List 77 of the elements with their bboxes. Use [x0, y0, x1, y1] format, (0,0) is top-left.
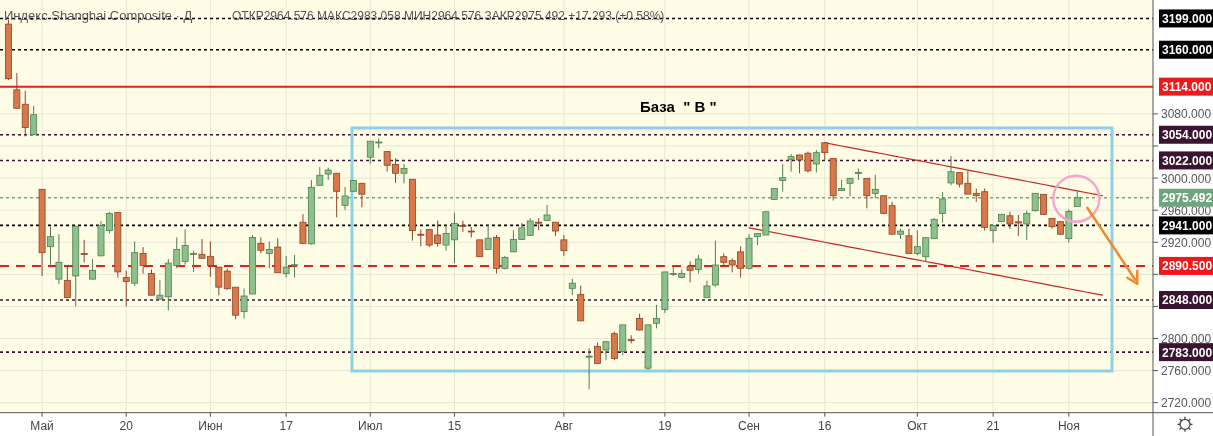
candlestick	[265, 240, 273, 269]
x-tick-label: 17	[279, 418, 294, 433]
x-tick-label: Сен	[738, 418, 761, 433]
candlestick	[939, 191, 947, 224]
candlestick	[863, 177, 871, 209]
ref-line-label: 3160.000	[1162, 43, 1213, 58]
candlestick	[240, 287, 248, 319]
candlestick	[594, 342, 601, 364]
candlestick	[139, 246, 147, 275]
ref-line-label: 2890.500	[1162, 259, 1213, 274]
candlestick	[1031, 192, 1039, 213]
candlestick	[282, 255, 290, 279]
candlestick	[30, 105, 38, 136]
y-tick-label: 2960.000	[1161, 203, 1212, 218]
candlestick	[215, 266, 223, 296]
line-series	[748, 227, 1104, 296]
annotation: База " В "	[640, 98, 717, 115]
x-tick-label: 21	[986, 418, 1001, 433]
candlestick	[299, 213, 307, 245]
candlestick	[400, 163, 408, 184]
candlestick	[846, 177, 854, 198]
x-tick-label: 15	[447, 418, 462, 433]
candlestick	[63, 265, 71, 299]
candlestick	[47, 226, 54, 266]
candlestick	[787, 153, 795, 173]
candlestick	[291, 254, 298, 279]
candlestick	[686, 261, 694, 283]
candlestick	[257, 236, 265, 254]
candlestick	[341, 186, 349, 211]
candlestick	[1040, 193, 1048, 216]
y-tick-label: 3080.000	[1161, 107, 1212, 122]
y-tick-label: 3000.000	[1161, 171, 1212, 186]
candlestick	[55, 233, 63, 285]
candlestick	[560, 234, 568, 257]
x-tick-label: Ноя	[1057, 418, 1080, 433]
candlestick	[333, 172, 341, 218]
ref-line-label: 2783.000	[1162, 345, 1213, 360]
ref-line-label: 2848.000	[1162, 293, 1213, 308]
text: ОТКР2964.576 МАКС2983.058 МИН2964.576 ЗАКР2975.492 +17.293 (+0.58%)	[232, 9, 665, 23]
ref-line-label: 2975.492	[1162, 191, 1213, 206]
candlestick	[358, 182, 366, 208]
x-tick-label: Июн	[198, 418, 223, 433]
text: Индекс Shanghai Composite · Д	[4, 8, 193, 23]
candlestick	[80, 239, 88, 263]
y-tick-label: 2720.000	[1161, 396, 1212, 411]
candlestick	[947, 155, 955, 186]
candlestick	[989, 224, 997, 244]
candlestick	[1023, 210, 1031, 241]
candlestick	[148, 269, 155, 296]
candlestick	[812, 149, 820, 173]
y-tick-label: 2920.000	[1161, 235, 1212, 250]
candlestick	[695, 254, 702, 275]
candlestick	[484, 224, 492, 250]
x-tick-label: Июл	[358, 418, 383, 433]
ref-line-label: 3199.000	[1162, 11, 1213, 26]
x-tick-label: 16	[818, 418, 832, 433]
ref-line-label: 3054.000	[1162, 128, 1213, 143]
candlestick	[89, 258, 97, 280]
y-tick-label: 2800.000	[1161, 332, 1212, 346]
candlestick	[871, 174, 879, 199]
x-tick-label: 19	[658, 418, 672, 433]
x-tick-label: Окт	[907, 418, 928, 433]
ref-line-label: 3114.000	[1162, 80, 1212, 95]
ref-line-label: 2941.000	[1162, 218, 1213, 233]
x-tick-label: Авг	[554, 418, 574, 433]
candlestick	[653, 304, 660, 329]
candlestick	[543, 204, 551, 222]
y-tick-label: 2760.000	[1161, 364, 1212, 379]
x-tick-label: 20	[119, 418, 134, 433]
candlestick	[602, 341, 610, 361]
candlestick	[459, 220, 467, 233]
candlestick	[585, 347, 593, 390]
x-tick-label: Май	[30, 418, 54, 433]
candlestick	[905, 228, 913, 254]
candlestick	[122, 270, 130, 307]
ref-line-label: 3022.000	[1162, 153, 1213, 168]
candlestick	[779, 163, 787, 193]
